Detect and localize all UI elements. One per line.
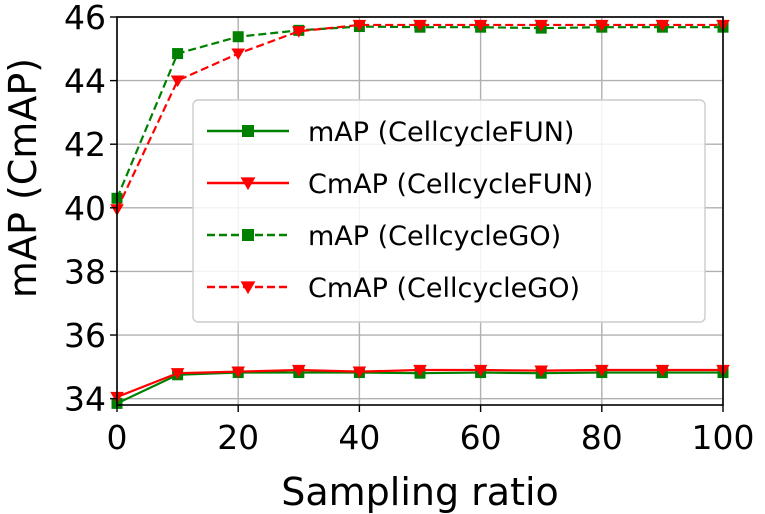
data-point [473,364,488,377]
y-tick-label: 38 [64,252,106,291]
y-tick-label: 44 [64,62,106,101]
y-tick-label: 46 [64,0,106,37]
x-tick-label: 80 [581,418,623,457]
legend-item: CmAP (CellcycleGO) [207,273,580,304]
legend-item: mAP (CellcycleFUN) [207,117,574,148]
legend-label: CmAP (CellcycleFUN) [308,169,593,200]
data-point [413,364,427,377]
data-point [655,364,670,377]
legend-label: CmAP (CellcycleGO) [308,273,580,304]
data-point [413,19,427,32]
legend-marker [240,281,256,295]
series-2 [110,364,730,404]
data-point [352,19,367,32]
data-point [655,19,670,32]
data-point [172,48,184,60]
data-point [352,366,367,379]
data-point [231,366,246,379]
data-point [291,26,306,38]
x-tick-label: 100 [692,418,755,457]
data-point [170,75,185,88]
data-point [534,19,549,32]
x-tick-label: 60 [460,418,502,457]
data-point [231,48,246,61]
legend-label: mAP (CellcycleFUN) [308,117,574,148]
data-point [534,365,549,378]
plot-frame [116,16,724,406]
x-tick-label: 0 [107,418,128,457]
axis-ticks: 0 20 40 60 80 100 34 36 38 40 42 44 46 [64,0,755,457]
x-tick-label: 20 [217,418,259,457]
legend-label: mAP (CellcycleGO) [308,221,561,252]
legend-item: CmAP (CellcycleFUN) [207,169,593,200]
legend: mAP (CellcycleFUN) CmAP (CellcycleFUN) mAP… [192,99,706,323]
x-tick-label: 40 [338,418,380,457]
data-point [291,364,306,377]
data-point [170,368,185,380]
legend-marker [242,229,254,241]
legend-marker [242,125,254,137]
y-tick-label: 36 [64,316,106,355]
y-axis-label: mAP (CmAP) [1,58,45,298]
y-tick-label: 40 [64,189,106,228]
data-point [594,364,609,377]
data-point [232,31,244,43]
legend-item: mAP (CellcycleGO) [207,221,561,252]
x-axis-label: Sampling ratio [281,470,559,514]
legend-box [192,99,706,323]
y-tick-label: 42 [64,125,106,164]
data-point [594,19,609,32]
y-tick-label: 34 [64,380,106,419]
data-point [473,19,488,32]
series-line [116,23,723,210]
legend-marker [240,177,256,191]
